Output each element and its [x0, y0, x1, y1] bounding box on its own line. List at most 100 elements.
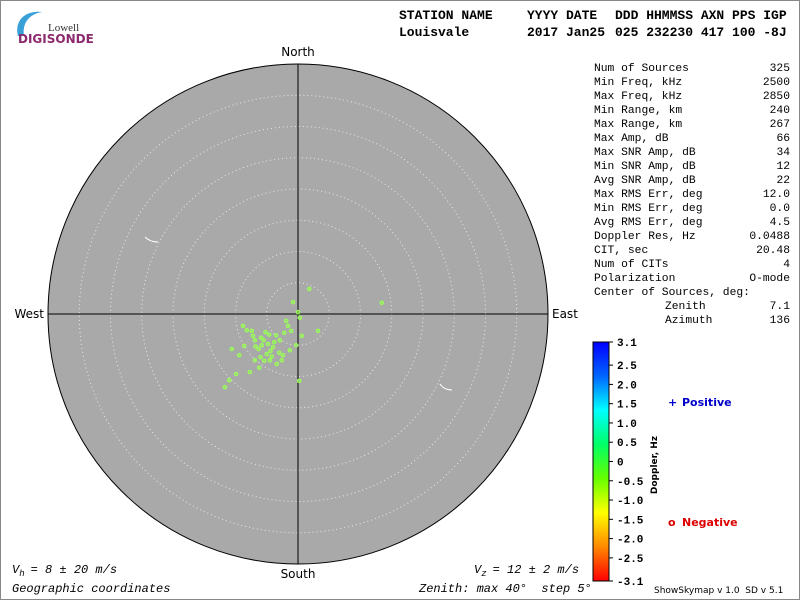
colorbar-tick-label: 1.0 — [617, 419, 637, 431]
stat-label: Min RMS Err, deg — [594, 203, 702, 215]
source-point — [233, 371, 239, 377]
source-point — [271, 339, 277, 345]
source-point — [297, 315, 303, 321]
zenith-text: Zenith: max 40° step 5° — [418, 582, 592, 596]
colorbar-tick-label: -2.0 — [617, 535, 643, 547]
colorbar-label: Doppler, Hz — [650, 436, 660, 494]
text: = 12 ± 2 m/s — [493, 563, 579, 577]
stat-label: Azimuth — [665, 315, 712, 327]
stat-value: O-mode — [749, 273, 790, 285]
legend-symbol: + — [668, 396, 677, 409]
source-point — [222, 384, 228, 390]
logo: Lowell DIGISONDE — [17, 11, 94, 46]
source-point — [266, 332, 272, 337]
source-point — [226, 377, 232, 383]
colorbar-scale — [592, 341, 610, 582]
stat-value: 2500 — [763, 77, 790, 89]
subscript: h — [19, 569, 24, 579]
source-point — [276, 350, 282, 356]
logo-top: Lowell — [48, 22, 79, 34]
source-point — [269, 354, 275, 359]
source-point — [273, 332, 279, 338]
source-point — [263, 329, 268, 335]
colorbar-tick-label: 2.0 — [617, 380, 637, 392]
stat-label: Doppler Res, Hz — [594, 231, 696, 243]
source-point — [315, 328, 321, 334]
stat-label: Min Range, km — [594, 105, 682, 117]
stat-value: 34 — [776, 147, 790, 159]
source-point — [241, 343, 247, 349]
header-label: DDD HHMMSS AXN PPS IGP — [615, 8, 787, 23]
legend-label: Negative — [682, 516, 738, 529]
symbol: V — [12, 563, 21, 577]
colorbar-tick-label: -1.0 — [617, 496, 643, 508]
symbol: V — [474, 563, 483, 577]
source-point — [264, 351, 270, 357]
colorbar-tick-label: -1.5 — [617, 515, 644, 527]
stat-value: 136 — [770, 315, 791, 327]
source-point — [295, 309, 301, 315]
source-point — [285, 323, 291, 329]
stat-value: 20.48 — [756, 245, 790, 257]
colorbar-tick-label: 0 — [617, 458, 624, 470]
source-point — [244, 327, 250, 333]
stat-value: 0.0 — [770, 203, 791, 215]
coords-text: Geographic coordinates — [12, 582, 170, 596]
direction-label: West — [14, 307, 44, 321]
colorbar: 3.1 2.5 2.0 1.5 1.0 0.5 0 -0.5 -1.0 -1.5 -2.0 -2.5 -… — [592, 338, 738, 589]
stat-label: Center of Sources, deg: — [594, 287, 750, 299]
vz-text: Vz = 12 ± 2 m/s — [474, 563, 579, 579]
direction-label: North — [281, 45, 315, 59]
source-point — [252, 337, 258, 343]
stat-label: Max RMS Err, deg — [594, 189, 702, 201]
stat-value: 240 — [770, 105, 791, 117]
source-point — [290, 299, 296, 305]
source-point — [240, 323, 246, 329]
subscript: z — [481, 569, 486, 579]
header-value: Louisvale — [399, 25, 469, 40]
stats-table: Num of Sources 325 Min Freq, kHz 2500 Max Fr… — [594, 63, 790, 327]
source-point — [253, 344, 258, 349]
stat-label: Num of CITs — [594, 259, 669, 271]
version-text: ShowSkymap v 1.0 SD v 5.1 — [654, 586, 783, 596]
polar-plot: North South West East — [14, 45, 578, 581]
stat-label: Num of Sources — [594, 63, 689, 75]
header-value: 2017 Jan25 — [527, 25, 605, 40]
stat-label: Zenith — [665, 301, 706, 313]
stat-value: 66 — [776, 133, 790, 145]
header-label: YYYY DATE — [527, 8, 597, 23]
stat-value: 267 — [770, 119, 790, 131]
stat-label: Polarization — [594, 273, 675, 285]
source-point — [270, 344, 276, 350]
colorbar-tick-label: 3.1 — [617, 338, 637, 350]
colorbar-tick-label: -0.5 — [617, 477, 644, 489]
source-point — [258, 354, 263, 360]
stat-label: Min SNR Amp, dB — [594, 161, 696, 173]
colorbar-tick-label: 0.5 — [617, 438, 637, 450]
colorbar-tick-label: 1.5 — [617, 400, 637, 412]
source-point — [296, 378, 302, 384]
source-point — [265, 341, 271, 347]
source-point — [274, 361, 280, 367]
source-point — [287, 347, 293, 353]
stat-label: Max Amp, dB — [594, 133, 669, 145]
source-point — [250, 333, 256, 339]
stat-value: 12.0 — [763, 189, 790, 201]
text: = 8 ± 20 m/s — [31, 563, 117, 577]
legend-label: Positive — [682, 396, 732, 409]
stat-label: Avg RMS Err, deg — [594, 217, 702, 229]
direction-label: South — [281, 567, 316, 581]
source-point — [252, 357, 258, 363]
source-point — [261, 358, 267, 364]
source-point — [283, 318, 289, 324]
source-point — [258, 335, 264, 341]
stat-label: Min Freq, kHz — [594, 77, 682, 89]
stat-value: 12 — [776, 161, 790, 173]
header-label: STATION NAME — [399, 8, 493, 23]
stat-label: Max Range, km — [594, 119, 682, 131]
source-point — [277, 337, 283, 343]
header-value: 025 232230 417 100 -8J — [615, 25, 787, 40]
stat-value: 2850 — [763, 91, 790, 103]
direction-label: East — [552, 307, 578, 321]
